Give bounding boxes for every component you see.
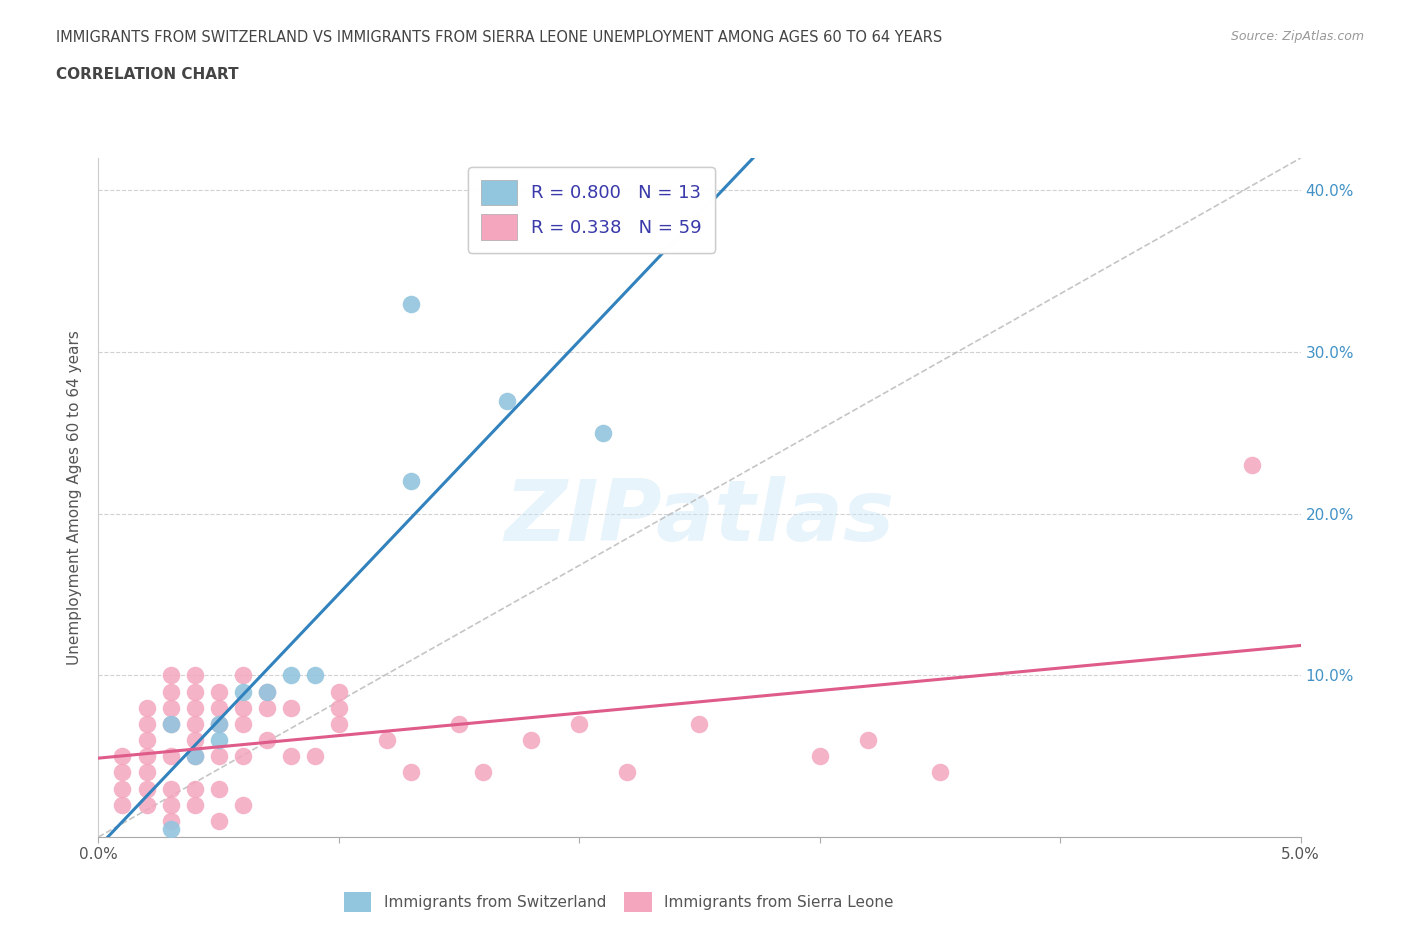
Point: [1241, 458, 1264, 472]
Point: [256, 684, 278, 699]
Point: [208, 749, 231, 764]
Point: [399, 474, 422, 489]
Point: [111, 749, 134, 764]
Point: [159, 716, 181, 731]
Point: [929, 764, 952, 779]
Point: [856, 733, 879, 748]
Point: [159, 684, 181, 699]
Point: [135, 797, 157, 812]
Point: [111, 781, 134, 796]
Point: [183, 749, 205, 764]
Point: [135, 733, 157, 748]
Point: [183, 781, 205, 796]
Point: [135, 764, 157, 779]
Point: [208, 814, 231, 829]
Point: [159, 716, 181, 731]
Legend: Immigrants from Switzerland, Immigrants from Sierra Leone: Immigrants from Switzerland, Immigrants …: [337, 886, 900, 918]
Point: [159, 781, 181, 796]
Point: [208, 781, 231, 796]
Point: [183, 797, 205, 812]
Point: [159, 749, 181, 764]
Point: [328, 684, 350, 699]
Point: [689, 716, 711, 731]
Point: [808, 749, 831, 764]
Point: [111, 764, 134, 779]
Point: [304, 668, 326, 683]
Point: [328, 716, 350, 731]
Point: [256, 733, 278, 748]
Point: [135, 749, 157, 764]
Point: [447, 716, 470, 731]
Point: [159, 821, 181, 836]
Y-axis label: Unemployment Among Ages 60 to 64 years: Unemployment Among Ages 60 to 64 years: [67, 330, 83, 665]
Point: [183, 733, 205, 748]
Point: [496, 393, 519, 408]
Point: [208, 716, 231, 731]
Text: ZIPatlas: ZIPatlas: [505, 476, 894, 560]
Point: [280, 700, 302, 715]
Point: [399, 764, 422, 779]
Point: [183, 668, 205, 683]
Point: [232, 749, 254, 764]
Text: Source: ZipAtlas.com: Source: ZipAtlas.com: [1230, 30, 1364, 43]
Point: [135, 700, 157, 715]
Point: [568, 716, 591, 731]
Point: [399, 296, 422, 311]
Point: [183, 684, 205, 699]
Point: [592, 425, 614, 440]
Point: [256, 684, 278, 699]
Point: [159, 814, 181, 829]
Point: [280, 749, 302, 764]
Point: [208, 700, 231, 715]
Point: [375, 733, 398, 748]
Point: [304, 749, 326, 764]
Point: [232, 716, 254, 731]
Point: [183, 716, 205, 731]
Point: [183, 700, 205, 715]
Point: [135, 716, 157, 731]
Point: [159, 700, 181, 715]
Point: [328, 700, 350, 715]
Point: [232, 684, 254, 699]
Point: [111, 797, 134, 812]
Point: [183, 749, 205, 764]
Point: [135, 781, 157, 796]
Point: [520, 733, 543, 748]
Point: [232, 668, 254, 683]
Text: CORRELATION CHART: CORRELATION CHART: [56, 67, 239, 82]
Text: IMMIGRANTS FROM SWITZERLAND VS IMMIGRANTS FROM SIERRA LEONE UNEMPLOYMENT AMONG A: IMMIGRANTS FROM SWITZERLAND VS IMMIGRANT…: [56, 30, 942, 45]
Point: [159, 797, 181, 812]
Point: [256, 700, 278, 715]
Point: [208, 684, 231, 699]
Point: [208, 733, 231, 748]
Point: [208, 716, 231, 731]
Point: [280, 668, 302, 683]
Legend: R = 0.800   N = 13, R = 0.338   N = 59: R = 0.800 N = 13, R = 0.338 N = 59: [468, 167, 714, 253]
Point: [472, 764, 495, 779]
Point: [232, 700, 254, 715]
Point: [616, 764, 638, 779]
Point: [159, 668, 181, 683]
Point: [232, 797, 254, 812]
